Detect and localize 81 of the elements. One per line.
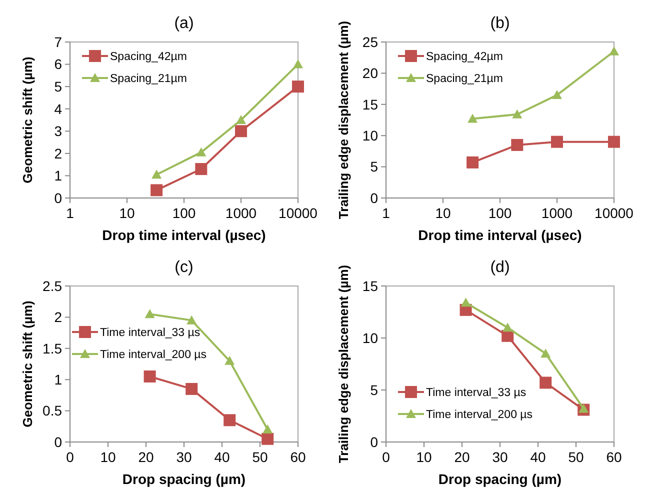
chart-title: (a) xyxy=(174,15,194,32)
x-tick-label: 10 xyxy=(416,449,432,465)
chart-title: (b) xyxy=(490,15,510,32)
point xyxy=(144,370,156,382)
y-tick-label: 4 xyxy=(54,100,62,117)
x-tick-label: 100 xyxy=(488,205,512,221)
x-tick-label: 10000 xyxy=(594,205,634,221)
point xyxy=(502,322,513,332)
legend-label: Time interval_33 µs xyxy=(426,387,526,400)
legend-label: Spacing_21µm xyxy=(110,73,187,86)
x-tick-label: 10 xyxy=(435,205,451,221)
y-tick-label: 15 xyxy=(362,278,378,294)
y-tick-label: 1.5 xyxy=(42,340,62,356)
y-tick-label: 1 xyxy=(54,372,62,388)
x-tick-label: 20 xyxy=(138,449,154,465)
point xyxy=(262,424,273,434)
y-tick-label: 5 xyxy=(54,78,62,94)
x-tick-label: 50 xyxy=(252,449,268,465)
x-axis-title: Drop spacing (µm) xyxy=(438,471,562,487)
y-tick-label: 7 xyxy=(54,34,62,50)
legend-label: Spacing_42µm xyxy=(426,51,503,64)
x-tick-label: 60 xyxy=(606,449,622,465)
y-tick-label: 20 xyxy=(362,65,378,82)
y-tick-label: 3 xyxy=(54,123,62,140)
legend-label: Time interval_200 µs xyxy=(100,349,207,362)
x-tick-label: 0 xyxy=(66,449,74,465)
y-tick-label: 0.5 xyxy=(42,402,62,419)
point xyxy=(578,404,589,413)
x-tick-label: 10 xyxy=(100,449,116,465)
y-tick-label: 10 xyxy=(362,330,378,346)
y-tick-label: 0 xyxy=(54,434,62,450)
y-tick-label: 10 xyxy=(362,128,378,144)
x-tick-label: 10 xyxy=(119,205,135,221)
y-tick-label: 6 xyxy=(54,56,62,72)
y-tick-label: 0 xyxy=(370,190,378,206)
point xyxy=(224,414,236,426)
x-tick-label: 1 xyxy=(66,205,74,221)
point xyxy=(540,376,552,389)
y-tick-label: 0 xyxy=(370,434,378,450)
x-tick-label: 60 xyxy=(290,449,306,465)
y-axis-title: Trailing edge displacement (µm) xyxy=(336,20,351,220)
y-tick-label: 15 xyxy=(362,96,378,112)
legend-label: Spacing_42µm xyxy=(110,51,187,64)
x-tick-label: 1 xyxy=(382,205,390,221)
y-tick-label: 2 xyxy=(54,145,62,162)
chart-title: (d) xyxy=(490,259,510,276)
point xyxy=(262,432,274,445)
y-axis-title: Trailing edge displacement (µm) xyxy=(336,264,351,464)
x-axis-title: Drop time interval (µsec) xyxy=(418,227,582,243)
x-tick-label: 20 xyxy=(454,449,470,465)
x-tick-label: 30 xyxy=(492,449,508,465)
y-axis-title: Geometric shift (µm) xyxy=(20,56,35,184)
x-tick-label: 1000 xyxy=(541,205,573,221)
y-tick-label: 25 xyxy=(362,34,378,50)
y-tick-label: 1 xyxy=(54,168,62,184)
point xyxy=(144,309,155,318)
x-axis-title: Drop spacing (µm) xyxy=(122,471,246,487)
x-tick-label: 10000 xyxy=(278,205,318,221)
point xyxy=(186,382,198,395)
x-tick-label: 0 xyxy=(382,449,390,465)
x-tick-label: 1000 xyxy=(225,205,257,221)
point xyxy=(540,348,551,358)
legend-label: Time interval_33 µs xyxy=(100,327,200,340)
y-tick-label: 5 xyxy=(370,158,378,175)
y-tick-label: 2.5 xyxy=(42,278,62,294)
x-tick-label: 50 xyxy=(568,449,584,465)
x-tick-label: 40 xyxy=(214,449,230,465)
y-axis-title: Geometric shift (µm) xyxy=(20,300,35,428)
x-tick-label: 40 xyxy=(530,449,546,465)
y-tick-label: 2 xyxy=(54,309,62,326)
point xyxy=(460,298,471,307)
chart-title: (c) xyxy=(174,259,194,276)
y-tick-label: 5 xyxy=(370,382,378,398)
point xyxy=(186,315,197,324)
point xyxy=(224,356,235,365)
y-tick-label: 0 xyxy=(54,190,62,206)
x-axis-title: Drop time interval (µsec) xyxy=(102,227,266,243)
x-tick-label: 100 xyxy=(172,205,196,221)
legend-label: Spacing_21µm xyxy=(426,73,503,86)
legend-label: Time interval_200 µs xyxy=(426,409,533,422)
x-tick-label: 30 xyxy=(176,449,192,465)
